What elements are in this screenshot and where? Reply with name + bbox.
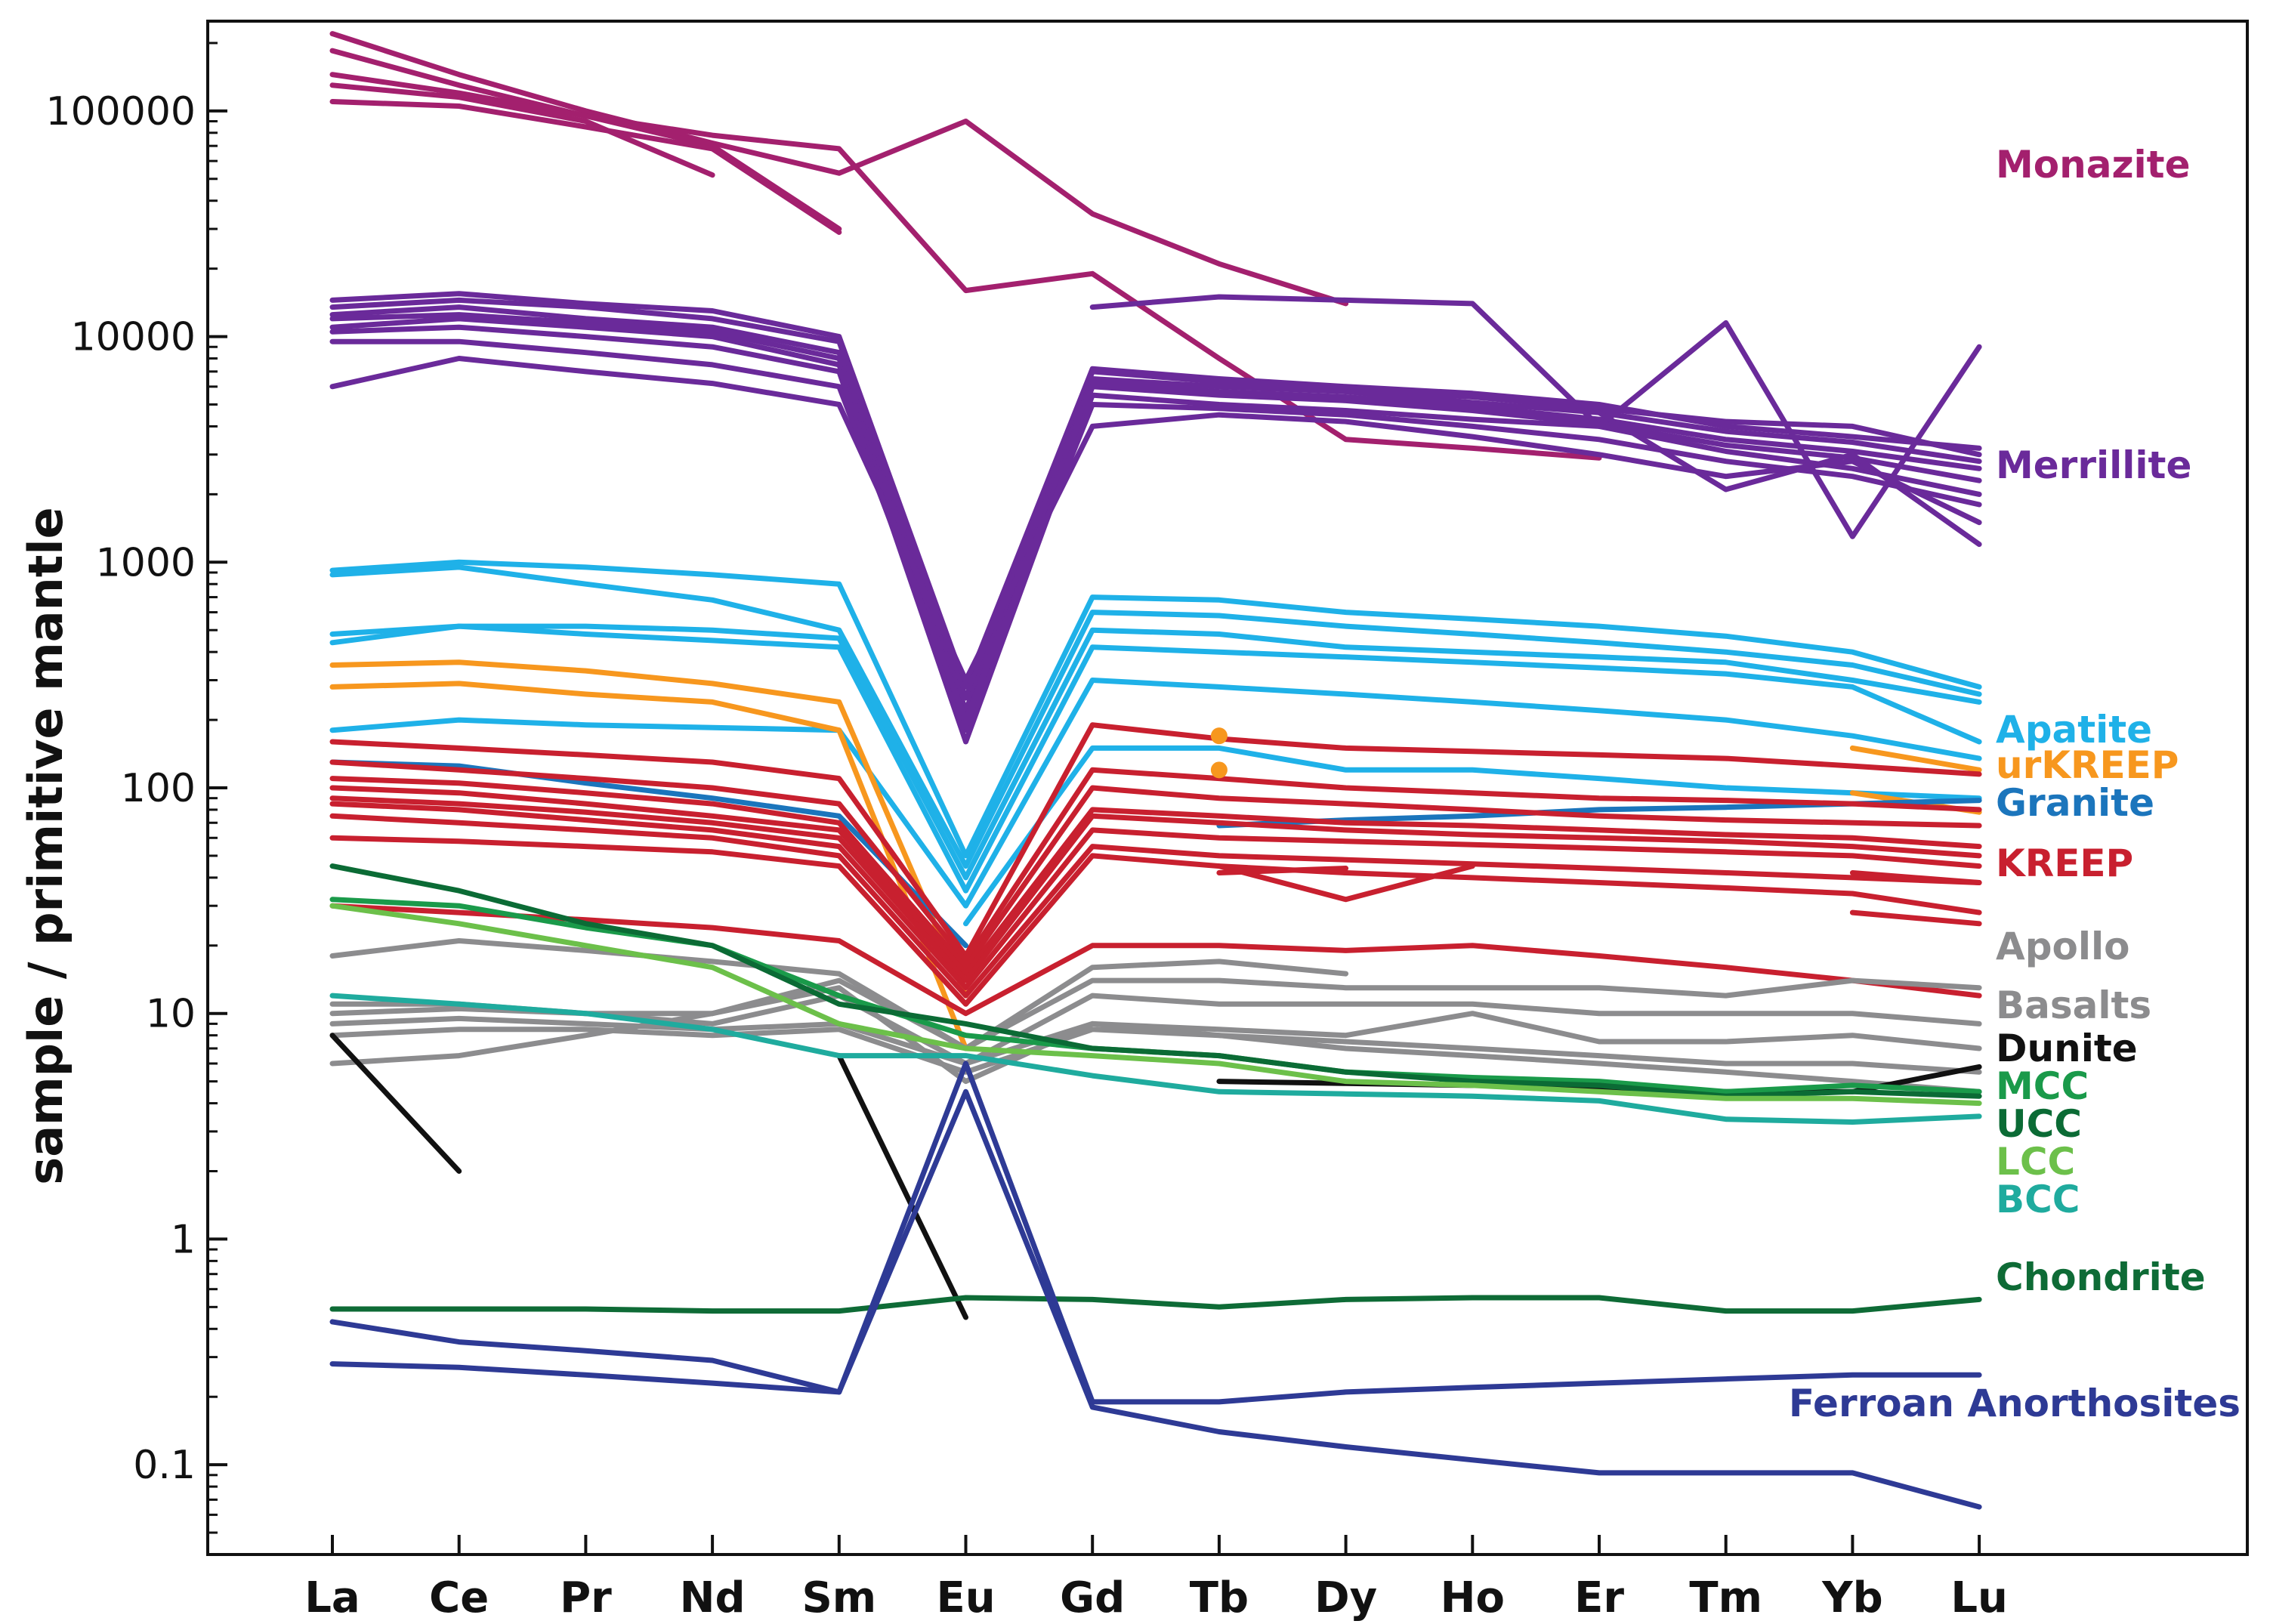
y-tick-label: 100000 bbox=[45, 89, 196, 134]
merrillite-label: Merrillite bbox=[1996, 443, 2191, 487]
urkreep-point bbox=[1210, 761, 1228, 779]
apatite-series-line bbox=[329, 678, 1982, 909]
dunite-series-line bbox=[329, 1033, 462, 1174]
dunite-series-line bbox=[836, 1053, 968, 1320]
bcc-series-line bbox=[329, 993, 1982, 1125]
monazite-series-line bbox=[329, 99, 842, 235]
merrillite-series-line bbox=[329, 338, 1982, 723]
y-tick-label: 10 bbox=[146, 992, 196, 1037]
granite-series-line bbox=[329, 759, 968, 949]
urkreep-point bbox=[1210, 727, 1228, 745]
lcc-group bbox=[329, 903, 1982, 1107]
x-axis: La Ce Pr Nd Sm Eu Gd Tb Dy Ho Er Tm Yb Lu bbox=[304, 1535, 2008, 1622]
kreep-group bbox=[329, 722, 1982, 1017]
ucc-label: UCC bbox=[1996, 1102, 2082, 1146]
x-tick-label: Tm bbox=[1689, 1573, 1762, 1622]
monazite-series-line bbox=[329, 82, 715, 178]
kreep-series-line bbox=[329, 813, 1982, 999]
merrillite-series-line bbox=[1596, 409, 1982, 548]
x-tick-label: Gd bbox=[1060, 1573, 1125, 1622]
apatite-group bbox=[329, 559, 1982, 927]
monazite-series-line bbox=[329, 31, 1349, 307]
x-tick-label: Sm bbox=[801, 1573, 876, 1622]
merrillite-series-line bbox=[1089, 294, 1982, 539]
x-tick-label: La bbox=[304, 1573, 360, 1622]
urkreep-label: urKREEP bbox=[1996, 743, 2179, 787]
ferroan-anorthosites-series-line bbox=[329, 1088, 1982, 1510]
x-tick-label: Ce bbox=[429, 1573, 489, 1622]
kreep-series-line bbox=[1216, 863, 1982, 927]
merrillite-series-line bbox=[329, 312, 1982, 723]
ucc-group bbox=[329, 863, 1982, 1099]
lcc-series-line bbox=[329, 903, 1982, 1107]
x-tick-label: Yb bbox=[1821, 1573, 1883, 1622]
kreep-label: KREEP bbox=[1996, 841, 2133, 885]
apatite-series-line bbox=[329, 623, 1982, 894]
x-tick-label: Pr bbox=[560, 1573, 612, 1622]
kreep-series-line bbox=[329, 785, 1982, 977]
apatite-series-line bbox=[329, 559, 1982, 859]
chondrite-label: Chondrite bbox=[1996, 1255, 2206, 1299]
y-tick-label: 100 bbox=[121, 766, 196, 811]
kreep-series-line bbox=[329, 776, 1982, 971]
kreep-series-line bbox=[1216, 866, 1982, 885]
y-tick-label: 1 bbox=[171, 1217, 196, 1262]
chondrite-series-line bbox=[329, 1295, 1982, 1314]
lcc-label: LCC bbox=[1996, 1140, 2075, 1184]
apollo-basalts-series-line bbox=[329, 985, 1982, 1095]
kreep-series-line bbox=[329, 903, 1982, 1017]
y-tick-label: 0.1 bbox=[133, 1443, 196, 1488]
kreep-series-line bbox=[329, 801, 1982, 991]
apollo-basalts-series-line bbox=[329, 1011, 1982, 1067]
apatite-series-line bbox=[963, 745, 1982, 927]
ucc-series-line bbox=[329, 863, 1982, 1099]
apollo-label: Apollo bbox=[1996, 925, 2129, 968]
mcc-label: MCC bbox=[1996, 1064, 2089, 1108]
apatite-series-line bbox=[329, 564, 1982, 869]
x-tick-label: Nd bbox=[680, 1573, 746, 1622]
x-tick-label: Tb bbox=[1190, 1573, 1249, 1622]
y-axis-title: sample / primitive mantle bbox=[18, 507, 73, 1184]
apollo-basalts-series-line bbox=[329, 938, 1349, 1051]
x-tick-label: Lu bbox=[1950, 1573, 2008, 1622]
x-tick-label: Ho bbox=[1441, 1573, 1505, 1622]
apatite-series-line bbox=[329, 623, 1982, 881]
x-tick-label: Dy bbox=[1314, 1573, 1377, 1622]
merrillite-series-line bbox=[329, 304, 1982, 714]
merrillite-series-line bbox=[329, 324, 1982, 745]
kreep-series-line bbox=[329, 795, 1982, 983]
ferroan-anorthosites-label: Ferroan Anorthosites bbox=[1789, 1382, 2241, 1425]
kreep-series-line bbox=[329, 835, 1982, 1007]
merrillite-series-line bbox=[329, 291, 1982, 690]
monazite-label: Monazite bbox=[1996, 143, 2191, 187]
kreep-series-line bbox=[329, 759, 1982, 965]
series-layer bbox=[329, 31, 1982, 1510]
ferroan-anorthosites-series-line bbox=[329, 1061, 1982, 1405]
kreep-series-line bbox=[329, 722, 1982, 959]
y-tick-label: 10000 bbox=[71, 315, 196, 360]
merrillite-series-line bbox=[329, 297, 1982, 701]
bcc-label: BCC bbox=[1996, 1178, 2080, 1221]
y-axis: 0.1 1 10 100 1000 10000 100000 bbox=[45, 42, 227, 1556]
urkreep-series-line bbox=[329, 659, 1982, 999]
dunite-label: Dunite bbox=[1996, 1027, 2138, 1070]
bcc-group bbox=[329, 993, 1982, 1125]
apatite-label: Apatite bbox=[1996, 708, 2152, 752]
points-layer bbox=[1210, 727, 1228, 779]
merrillite-series-line bbox=[329, 356, 1982, 683]
ferroan-anorthosites-group bbox=[329, 1061, 1982, 1510]
chondrite-group bbox=[329, 1295, 1982, 1314]
merrillite-group bbox=[329, 291, 1982, 745]
merrillite-series-line bbox=[329, 316, 1982, 733]
x-tick-label: Eu bbox=[936, 1573, 995, 1622]
x-tick-label: Er bbox=[1574, 1573, 1624, 1622]
y-tick-label: 1000 bbox=[96, 540, 196, 585]
granite-label: Granite bbox=[1996, 781, 2154, 825]
basalts-label: Basalts bbox=[1996, 983, 2151, 1027]
monazite-group bbox=[329, 31, 1602, 461]
